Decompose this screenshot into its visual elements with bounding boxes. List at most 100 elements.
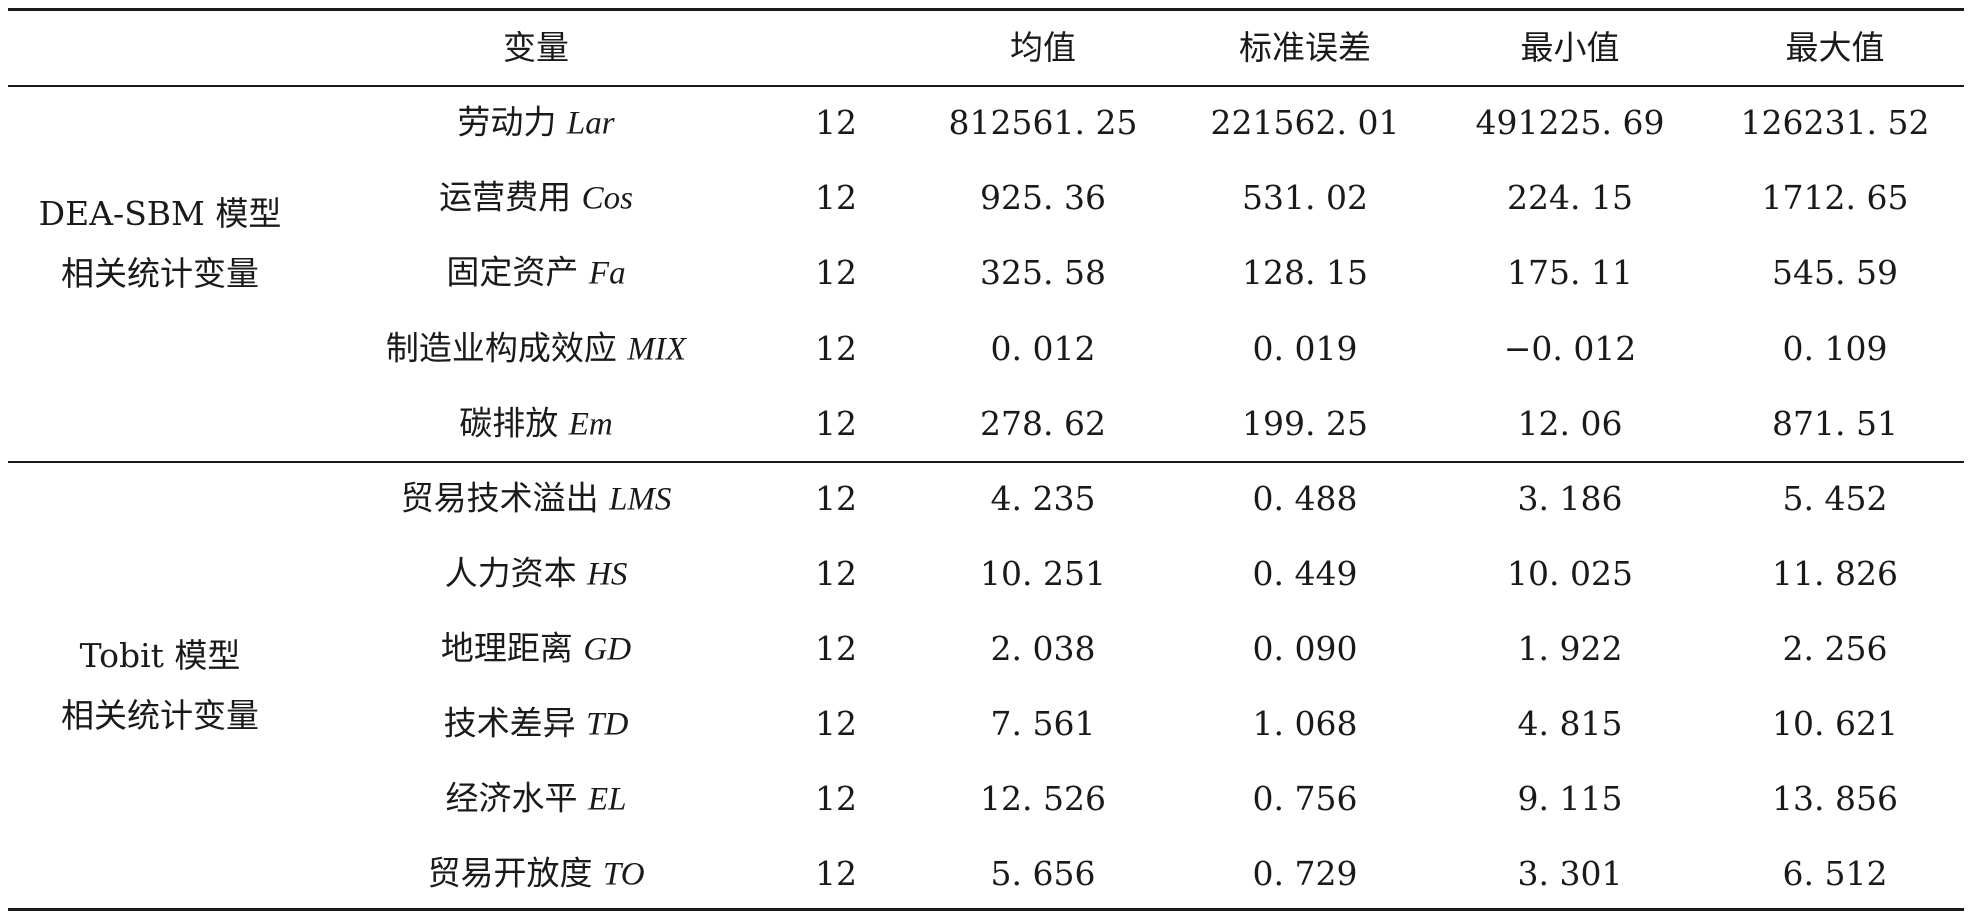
variable-name: 经济水平 — [445, 778, 578, 818]
variable-name-cell: 碳排放 Em — [459, 404, 613, 445]
cell-mean: 2. 038 — [990, 629, 1096, 668]
cell-min: 12. 06 — [1517, 404, 1623, 443]
cell-n: 12 — [815, 554, 857, 593]
cell-min: 4. 815 — [1517, 704, 1623, 743]
variable-name-cell: 地理距离 GD — [441, 629, 631, 670]
cell-std: 0. 488 — [1252, 479, 1358, 518]
cell-std: 1. 068 — [1252, 704, 1358, 743]
header-max: 最大值 — [1785, 28, 1885, 67]
cell-max: 10. 621 — [1772, 704, 1898, 743]
cell-min: 491225. 69 — [1475, 103, 1665, 142]
cell-mean: 925. 36 — [980, 178, 1106, 217]
cell-n: 12 — [815, 479, 857, 518]
header-min: 最小值 — [1520, 28, 1620, 67]
variable-symbol: TD — [586, 706, 629, 743]
cell-min: 3. 301 — [1517, 854, 1623, 893]
cell-min: 1. 922 — [1517, 629, 1623, 668]
variable-name-cell: 制造业构成效应 MIX — [386, 329, 686, 370]
cell-std: 0. 090 — [1252, 629, 1358, 668]
variable-name: 固定资产 — [446, 252, 579, 292]
cell-mean: 325. 58 — [980, 253, 1106, 292]
variable-symbol: Fa — [588, 255, 626, 292]
cell-max: 871. 51 — [1772, 404, 1898, 443]
variable-name-cell: 贸易开放度 TO — [427, 854, 644, 895]
cell-std: 0. 729 — [1252, 854, 1358, 893]
table-top-rule — [8, 8, 1964, 11]
variable-name-cell: 劳动力 Lar — [457, 103, 614, 144]
variable-symbol: Em — [568, 406, 613, 443]
cell-mean: 812561. 25 — [948, 103, 1138, 142]
cell-max: 2. 256 — [1782, 629, 1888, 668]
cell-std: 0. 449 — [1252, 554, 1358, 593]
variable-symbol: MIX — [627, 331, 687, 368]
cell-max: 13. 856 — [1772, 779, 1898, 818]
cell-min: 9. 115 — [1517, 779, 1623, 818]
cell-std: 0. 019 — [1252, 329, 1358, 368]
cell-n: 12 — [815, 404, 857, 443]
cell-std: 128. 15 — [1242, 253, 1368, 292]
variable-name: 劳动力 — [457, 102, 557, 142]
variable-name: 运营费用 — [439, 177, 572, 217]
cell-n: 12 — [815, 103, 857, 142]
variable-name-cell: 贸易技术溢出 LMS — [401, 479, 672, 520]
variable-name: 贸易技术溢出 — [400, 478, 599, 518]
cell-n: 12 — [815, 253, 857, 292]
cell-min: −0. 012 — [1503, 329, 1637, 368]
cell-mean: 0. 012 — [990, 329, 1096, 368]
group-label-tobit: Tobit 模型 相关统计变量 — [61, 626, 259, 746]
group-label-line1: DEA-SBM 模型 — [38, 194, 282, 233]
header-std: 标准误差 — [1239, 28, 1371, 67]
cell-std: 221562. 01 — [1210, 103, 1400, 142]
cell-max: 0. 109 — [1782, 329, 1888, 368]
cell-min: 175. 11 — [1507, 253, 1633, 292]
cell-max: 1712. 65 — [1761, 178, 1909, 217]
cell-min: 224. 15 — [1507, 178, 1633, 217]
variable-name: 技术差异 — [443, 703, 576, 743]
cell-min: 3. 186 — [1517, 479, 1623, 518]
variable-symbol: HS — [587, 556, 628, 593]
variable-name: 人力资本 — [444, 553, 577, 593]
variable-name-cell: 经济水平 EL — [445, 779, 626, 820]
variable-name: 地理距离 — [440, 628, 573, 668]
cell-std: 0. 756 — [1252, 779, 1358, 818]
cell-max: 545. 59 — [1772, 253, 1898, 292]
variable-symbol: GD — [583, 631, 632, 668]
cell-std: 531. 02 — [1242, 178, 1368, 217]
cell-max: 11. 826 — [1772, 554, 1898, 593]
variable-symbol: LMS — [609, 481, 672, 518]
header-mean: 均值 — [1010, 28, 1076, 67]
group-label-line2: 相关统计变量 — [60, 254, 259, 293]
table-header-rule — [8, 85, 1964, 87]
group-label-dea-sbm: DEA-SBM 模型 相关统计变量 — [39, 184, 282, 304]
variable-name-cell: 运营费用 Cos — [439, 178, 633, 219]
cell-n: 12 — [815, 178, 857, 217]
table-group-divider — [8, 461, 1964, 463]
cell-n: 12 — [815, 779, 857, 818]
cell-mean: 5. 656 — [990, 854, 1096, 893]
variable-symbol: Lar — [566, 105, 615, 142]
cell-n: 12 — [815, 629, 857, 668]
cell-n: 12 — [815, 704, 857, 743]
cell-mean: 4. 235 — [990, 479, 1096, 518]
variable-name-cell: 技术差异 TD — [444, 704, 629, 745]
cell-max: 126231. 52 — [1740, 103, 1930, 142]
variable-name: 碳排放 — [459, 403, 559, 443]
cell-n: 12 — [815, 854, 857, 893]
cell-max: 5. 452 — [1782, 479, 1888, 518]
variable-name: 制造业构成效应 — [385, 328, 617, 368]
cell-mean: 12. 526 — [980, 779, 1106, 818]
cell-mean: 10. 251 — [980, 554, 1106, 593]
variable-symbol: TO — [602, 856, 645, 893]
variable-symbol: EL — [587, 781, 627, 818]
cell-min: 10. 025 — [1507, 554, 1633, 593]
variable-name-cell: 固定资产 Fa — [446, 253, 625, 294]
cell-std: 199. 25 — [1242, 404, 1368, 443]
group-label-line1: Tobit 模型 — [79, 636, 241, 675]
header-variable: 变量 — [503, 28, 569, 67]
table-bottom-rule — [8, 908, 1964, 911]
variable-name: 贸易开放度 — [427, 853, 593, 893]
cell-n: 12 — [815, 329, 857, 368]
cell-max: 6. 512 — [1782, 854, 1888, 893]
group-label-line2: 相关统计变量 — [61, 696, 259, 735]
